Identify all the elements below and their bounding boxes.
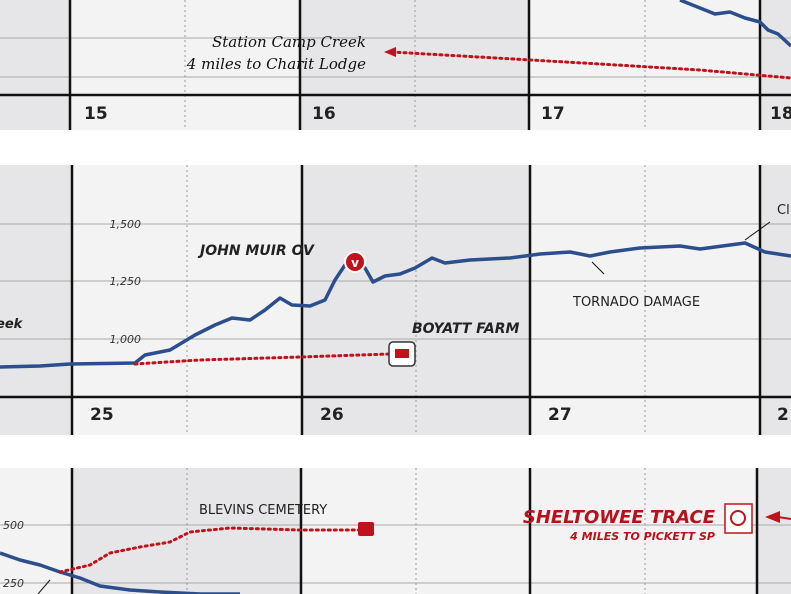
annotation: BLEVINS CEMETERY — [199, 503, 327, 518]
mile-label: 18 — [770, 104, 791, 124]
elevation-label: 500 — [3, 519, 24, 532]
mile-label: 25 — [90, 405, 114, 425]
mile-label: 16 — [312, 104, 336, 124]
annotation: eek — [0, 317, 24, 332]
mile-label: 17 — [541, 104, 565, 124]
note-label: 4 miles to Charit Lodge — [186, 55, 366, 73]
mile-label: 27 — [548, 405, 572, 425]
svg-text:v: v — [351, 256, 359, 270]
panel-2: 1,500 1,250 1,000 v eek JOHN MUIR OV BOY… — [0, 165, 791, 435]
annotation: TORNADO DAMAGE — [572, 295, 700, 310]
panel-3: 500 250 BLEVINS CEMETERY SHELTOWEE TRACE… — [0, 468, 791, 594]
annotation: 4 MILES TO PICKETT SP — [569, 530, 715, 543]
elevation-label: 1,500 — [110, 218, 142, 231]
elevation-label: 250 — [3, 577, 24, 590]
mile-label: 2 — [777, 405, 789, 425]
annotation: JOHN MUIR OV — [197, 243, 315, 259]
annotation: SHELTOWEE TRACE — [523, 507, 716, 528]
annotation: Cl — [777, 203, 790, 218]
panel-1: Station Camp Creek 4 miles to Charit Lod… — [0, 0, 791, 130]
place-label: Station Camp Creek — [212, 33, 366, 51]
mile-label: 15 — [84, 104, 108, 124]
annotation: BOYATT FARM — [412, 321, 520, 337]
mile-label: 26 — [320, 405, 344, 425]
elevation-label: 1,250 — [110, 275, 142, 288]
elevation-label: 1,000 — [110, 333, 142, 346]
